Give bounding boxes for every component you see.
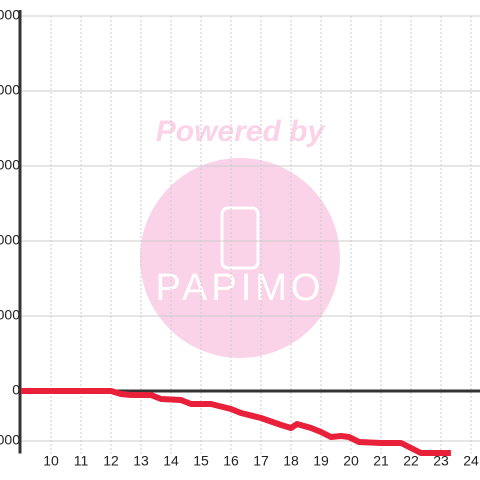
x-tick-label: 24 bbox=[463, 453, 479, 469]
x-tick-label: 18 bbox=[283, 453, 299, 469]
x-tick-label: 19 bbox=[313, 453, 329, 469]
x-tick-label: 17 bbox=[253, 453, 269, 469]
watermark-logo bbox=[140, 158, 340, 358]
x-tick-label: 15 bbox=[193, 453, 209, 469]
x-tick-label: 11 bbox=[74, 453, 89, 469]
watermark-logo-text: PAPIMO bbox=[156, 267, 325, 309]
y-tick-label: 0 bbox=[12, 382, 20, 398]
x-tick-label: 22 bbox=[403, 453, 419, 469]
x-tick-label: 10 bbox=[43, 453, 59, 469]
x-tick-label: 13 bbox=[133, 453, 149, 469]
x-tick-label: 16 bbox=[223, 453, 239, 469]
watermark-icon bbox=[220, 206, 260, 270]
y-tick-label: -20,000 bbox=[0, 432, 20, 448]
x-tick-label: 21 bbox=[373, 453, 389, 469]
x-tick-label: 14 bbox=[163, 453, 179, 469]
x-tick-label: 20 bbox=[343, 453, 359, 469]
y-tick-label: 120,000 bbox=[0, 82, 20, 98]
x-tick-label: 23 bbox=[433, 453, 449, 469]
y-tick-label: 30,000 bbox=[0, 307, 20, 323]
x-tick-label: 12 bbox=[103, 453, 119, 469]
data-line bbox=[21, 388, 451, 456]
y-tick-label: 150,000 bbox=[0, 7, 20, 23]
y-tick-label: 90,000 bbox=[0, 157, 20, 173]
watermark-text: Powered by bbox=[156, 115, 326, 148]
y-tick-label: 60,000 bbox=[0, 232, 20, 248]
